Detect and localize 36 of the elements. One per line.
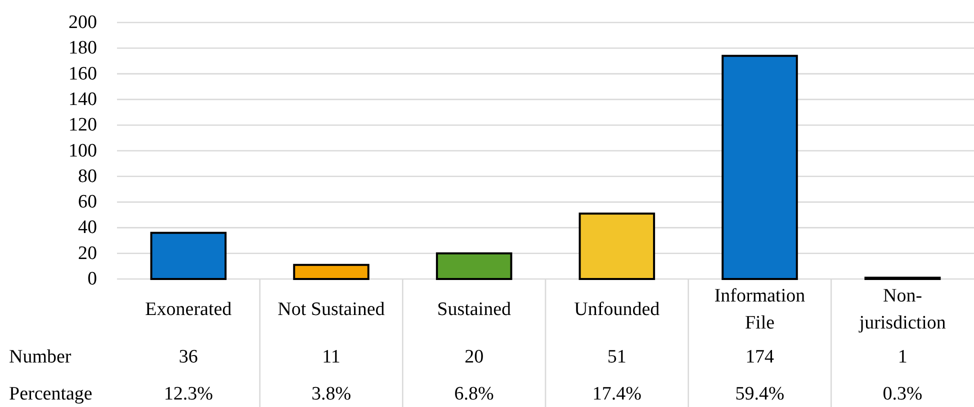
bar [722, 54, 798, 280]
text: 3.8% [311, 384, 352, 404]
y-tick-label: 0 [88, 268, 97, 290]
text: 0.3% [882, 384, 923, 404]
data-label: 11 [322, 346, 340, 368]
text: 59.4% [735, 384, 784, 404]
x-tick-label: Not Sustained [278, 299, 386, 320]
text: Percentage [9, 384, 92, 404]
x-tick-label: Exonerated [145, 299, 232, 320]
y-tick-label: 140 [68, 88, 97, 110]
y-tick-label: 100 [68, 140, 97, 162]
bar [578, 212, 656, 280]
y-tick-label: 80 [78, 166, 97, 187]
text: 12.3% [164, 384, 214, 404]
data-label: 51 [607, 346, 626, 368]
bar [150, 232, 227, 280]
data-label: 1 [898, 346, 908, 368]
text: 17.4% [592, 384, 642, 404]
y-tick-label: 200 [68, 12, 97, 33]
y-tick-label: 60 [78, 192, 97, 213]
data-label: 36 [178, 346, 198, 368]
bar [293, 264, 370, 280]
y-tick-label: 120 [68, 114, 97, 136]
text: Number [9, 346, 72, 368]
x-tick-label: Unfounded [574, 299, 660, 320]
x-tick-label: Non-jurisdiction [858, 286, 946, 334]
y-tick-label: 160 [68, 63, 97, 84]
text: 6.8% [454, 384, 494, 404]
y-tick-label: 40 [78, 217, 97, 238]
x-tick-label: Information File [714, 286, 806, 334]
y-tick-label: 20 [78, 242, 97, 264]
y-tick-label: 180 [68, 38, 97, 59]
data-label: 174 [746, 346, 774, 368]
x-tick-label: Sustained [437, 299, 512, 320]
data-label: 20 [464, 346, 484, 368]
bar [436, 252, 512, 280]
